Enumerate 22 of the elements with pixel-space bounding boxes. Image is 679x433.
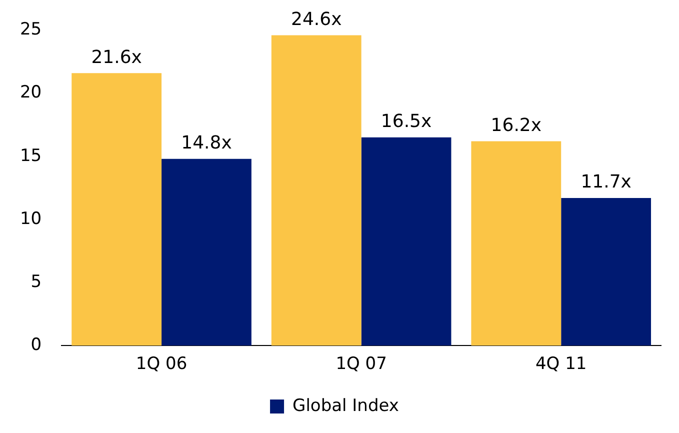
x-tick-label: 4Q 11: [535, 354, 587, 374]
y-tick-label: 10: [20, 208, 42, 229]
y-tick-label: 20: [20, 82, 42, 103]
data-label: 21.6x: [91, 46, 142, 68]
y-tick-label: 5: [30, 272, 42, 292]
bar: [361, 137, 452, 346]
x-tick-label: 1Q 06: [136, 354, 188, 374]
data-label: 14.8x: [181, 132, 232, 154]
data-label: 11.7x: [580, 172, 632, 193]
bar: [271, 35, 362, 346]
data-label: 16.2x: [490, 114, 542, 136]
legend-label: Global Index: [292, 396, 399, 416]
bar: [162, 158, 252, 346]
bar: [72, 73, 162, 346]
bar: [561, 198, 652, 346]
y-tick-label: 0: [30, 335, 42, 356]
data-label: 16.5x: [380, 111, 432, 132]
bar: [471, 141, 562, 346]
y-tick-label: 25: [20, 20, 42, 40]
x-tick-label: 1Q 07: [336, 354, 387, 374]
y-tick-label: 15: [20, 146, 42, 166]
data-label: 24.6x: [290, 8, 342, 30]
